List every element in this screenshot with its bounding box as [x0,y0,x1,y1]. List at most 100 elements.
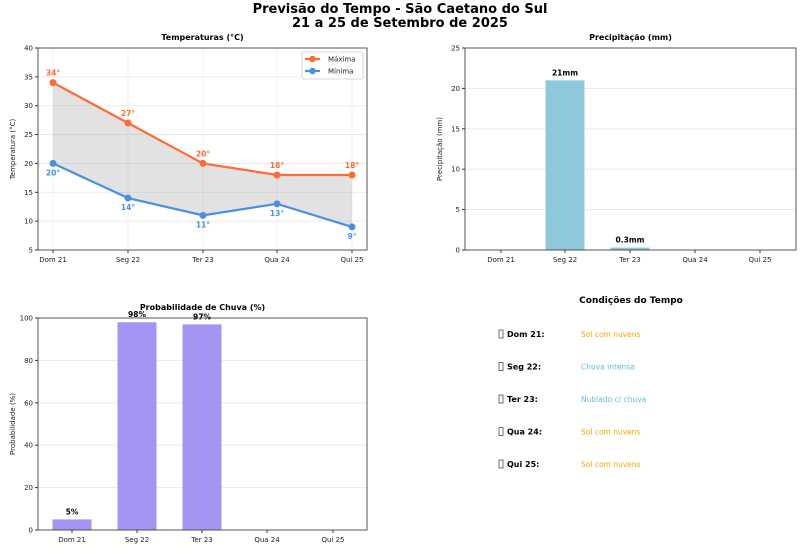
condition-row: Dom 21: Sol com nuvens [498,329,641,339]
min-temperature-point [124,194,132,202]
axes-frame [37,47,368,251]
weather-icon-placeholder [498,329,504,339]
chart-title: Probabilidade de Chuva (%) [140,303,265,312]
y-tick-label: 5 [29,247,33,255]
y-tick-label: 20 [24,484,33,492]
bar [182,324,222,530]
y-tick-label: 80 [24,357,33,365]
legend-label-min: Mínima [328,68,353,76]
condition-day: Dom 21: [507,330,545,339]
precipitation-chart: 0 5 10 15 20 25 Dom 21 Seg 22 Ter 23 Qua 24 Qui 25… [436,33,797,264]
bar [610,247,650,250]
min-temperature-label: 14° [121,203,135,212]
temperature-range-fill [53,82,352,227]
y-tick-label: 40 [24,442,33,450]
bar [52,519,92,530]
max-temperature-point [49,79,57,87]
condition-row: Seg 22: Chuva intensa [498,362,635,372]
y-tick-label: 5 [456,206,460,214]
bar [545,80,585,250]
x-tick-label: Qua 24 [682,256,708,264]
bar-label: 21mm [552,68,578,77]
min-temperature-point [49,159,57,167]
x-tick-label: Qua 24 [264,256,290,264]
max-temperature-label: 18° [345,161,359,170]
y-tick-label: 0 [456,247,460,255]
bar-label: 97% [193,312,211,321]
legend: Máxima Mínima [301,51,364,80]
condition-text: Sol com nuvens [581,460,641,469]
legend-marker [309,67,316,75]
bar [117,322,157,530]
y-tick-label: 15 [451,125,460,133]
chart-title: Precipitação (mm) [589,33,672,42]
y-axis-label: Precipitação (mm) [436,117,444,181]
x-tick-label: Ter 23 [190,536,212,544]
min-temperature-label: 9° [348,232,357,241]
condition-row: Ter 23: Nublado c/ chuva [498,394,646,404]
temperature-chart: 5 10 15 20 25 30 35 40 Dom 21 Seg 22 Ter 23 Qua 24 Q… [9,33,368,264]
chart-title: Temperaturas (°C) [161,33,243,42]
bar-label: 98% [128,310,146,319]
conditions-panel: Condições do Tempo Dom 21: Sol com nuvens… [498,296,683,469]
x-tick-label: Seg 22 [553,256,577,264]
y-axis-label: Probabilidade (%) [9,393,17,455]
x-tick-label: Ter 23 [618,256,640,264]
conditions-title: Condições do Tempo [579,296,683,306]
x-tick-label: Dom 21 [487,256,515,264]
y-tick-label: 15 [24,189,33,197]
x-tick-label: Ter 23 [191,256,213,264]
legend-label-max: Máxima [328,56,356,64]
condition-day: Qui 25: [507,460,539,469]
x-tick-label: Qui 25 [340,256,363,264]
x-tick-label: Qua 24 [254,536,280,544]
max-temperature-label: 34° [46,69,60,78]
condition-text: Sol com nuvens [581,428,641,437]
main-title-line1: Previsão do Tempo - São Caetano do Sul [253,2,548,17]
min-temperature-point [199,211,207,219]
y-tick-label: 20 [451,85,460,93]
condition-row: Qua 24: Sol com nuvens [498,427,641,437]
max-temperature-point [348,171,356,179]
weather-icon-placeholder [498,362,504,371]
y-tick-label: 60 [24,399,33,407]
max-temperature-point [124,119,132,127]
x-tick-label: Qui 25 [748,256,771,264]
condition-text: Nublado c/ chuva [581,395,646,404]
x-tick-label: Dom 21 [58,536,86,544]
min-temperature-label: 13° [270,209,284,218]
main-title-line2: 21 a 25 de Setembro de 2025 [292,16,508,31]
rain-probability-chart: 0 20 40 60 80 100 Dom 21 Seg 22 Ter 23 Qua 24 Qui … [9,303,368,544]
x-tick-label: Seg 22 [125,536,149,544]
y-tick-label: 40 [24,45,33,53]
min-temperature-point [273,200,281,208]
bar-label: 5% [66,507,79,516]
condition-day: Ter 23: [507,395,538,404]
max-temperature-label: 27° [121,109,135,118]
weather-icon-placeholder [498,459,504,469]
y-tick-label: 25 [451,45,460,53]
y-tick-label: 30 [24,102,33,110]
y-tick-label: 100 [20,315,33,323]
x-tick-label: Seg 22 [116,256,140,264]
axes-frame [464,47,797,251]
min-temperature-label: 11° [196,220,210,229]
x-tick-label: Qui 25 [321,536,344,544]
axes-frame [37,317,368,531]
x-tick-label: Dom 21 [39,256,67,264]
bar-label: 0.3mm [616,236,645,245]
weather-icon-placeholder [498,427,504,436]
condition-row: Qui 25: Sol com nuvens [498,459,641,469]
y-tick-label: 10 [451,166,460,174]
condition-day: Seg 22: [507,363,541,372]
condition-text: Sol com nuvens [581,330,641,339]
y-tick-label: 25 [24,131,33,139]
condition-day: Qua 24: [507,428,542,437]
legend-marker [309,55,316,63]
y-tick-label: 20 [24,160,33,168]
max-temperature-label: 20° [196,149,210,158]
y-tick-label: 35 [24,73,33,81]
weather-icon-placeholder [498,394,504,404]
max-temperature-label: 18° [270,161,284,170]
